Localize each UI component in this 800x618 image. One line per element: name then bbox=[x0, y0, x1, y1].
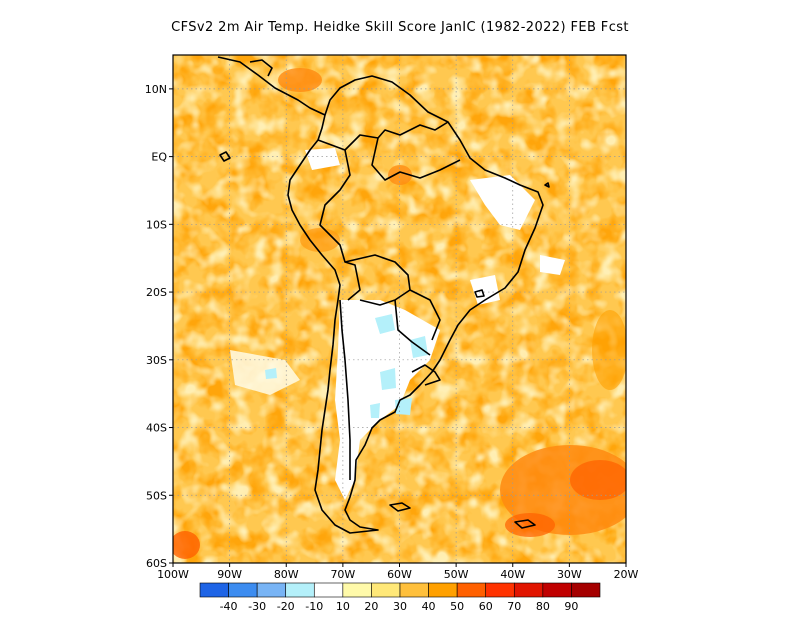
lat-tick-label: 60S bbox=[146, 557, 167, 570]
colorbar: -40 -30 -20 -10 10 20 30 40 50 60 70 80 90 bbox=[199, 582, 601, 613]
colorbar-label: -20 bbox=[277, 600, 295, 613]
colorbar-swatch bbox=[456, 582, 487, 598]
colorbar-label: -40 bbox=[220, 600, 238, 613]
lon-tick-label: 20W bbox=[614, 568, 639, 581]
graticule bbox=[173, 55, 626, 563]
colorbar-label: -10 bbox=[305, 600, 323, 613]
colorbar-swatch bbox=[485, 582, 515, 598]
lon-tick-label: 90W bbox=[217, 568, 242, 581]
colorbar-label: 60 bbox=[479, 600, 493, 613]
colorbar-label: 90 bbox=[564, 600, 578, 613]
colorbar-swatch bbox=[542, 582, 572, 598]
coastline bbox=[217, 56, 550, 534]
lat-tick-label: 20S bbox=[146, 286, 167, 299]
lon-tick-label: 30W bbox=[557, 568, 582, 581]
colorbar-label: 40 bbox=[422, 600, 436, 613]
lon-tick-label: 40W bbox=[500, 568, 525, 581]
colorbar-label: 20 bbox=[364, 600, 378, 613]
colorbar-swatch bbox=[513, 582, 544, 598]
colorbar-swatch bbox=[571, 582, 601, 598]
lat-tick-label: 30S bbox=[146, 354, 167, 367]
colorbar-swatch bbox=[256, 582, 287, 598]
lon-tick-label: 70W bbox=[330, 568, 355, 581]
lon-tick-label: 60W bbox=[387, 568, 412, 581]
colorbar-swatch bbox=[285, 582, 315, 598]
colorbar-swatch bbox=[228, 582, 258, 598]
lat-tick-label: EQ bbox=[151, 151, 167, 164]
lat-tick-label: 10N bbox=[145, 83, 167, 96]
colorbar-label: 30 bbox=[393, 600, 407, 613]
colorbar-swatch bbox=[399, 582, 429, 598]
colorbar-swatch bbox=[313, 582, 344, 598]
skill-score-field bbox=[173, 55, 626, 563]
colorbar-label: 80 bbox=[536, 600, 550, 613]
colorbar-label: 70 bbox=[507, 600, 521, 613]
map-title: CFSv2 2m Air Temp. Heidke Skill Score Ja… bbox=[171, 20, 629, 35]
colorbar-label: -30 bbox=[248, 600, 266, 613]
colorbar-label: 10 bbox=[336, 600, 350, 613]
lon-tick-label: 50W bbox=[444, 568, 469, 581]
lon-tick-label: 100W bbox=[157, 568, 189, 581]
colorbar-swatch bbox=[371, 582, 401, 598]
lat-tick-label: 50S bbox=[146, 489, 167, 502]
colorbar-swatch bbox=[428, 582, 458, 598]
lon-tick-label: 80W bbox=[274, 568, 299, 581]
lat-tick-label: 10S bbox=[146, 218, 167, 231]
colorbar-swatch bbox=[342, 582, 372, 598]
lat-tick-label: 40S bbox=[146, 422, 167, 435]
colorbar-swatch bbox=[199, 582, 229, 598]
colorbar-label: 50 bbox=[450, 600, 464, 613]
